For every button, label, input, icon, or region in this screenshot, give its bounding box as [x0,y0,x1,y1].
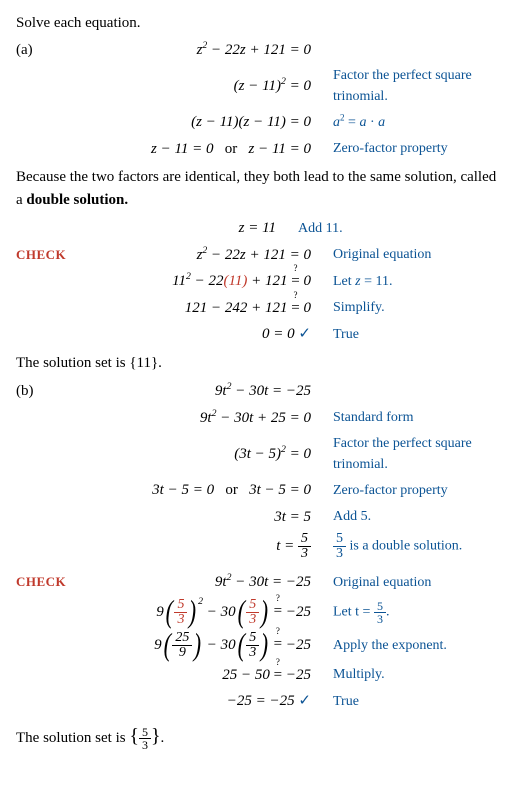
check-b-2: 9(53)2 − 30(53) = −25 [76,598,311,627]
check-b-4: 25 − 50 = −25 [76,664,311,687]
ann-b-3: Factor the perfect square trinomial. [311,433,503,475]
eq-b-3: (3t − 5)2 = 0 [76,443,311,466]
ann-b-2: Standard form [311,407,413,428]
eq-b-2: 9t2 − 30t + 25 = 0 [76,407,311,430]
check-a-2-ann: Let z = 11. [311,271,393,292]
check-a-label: CHECK [16,247,66,262]
check-b-4-ann: Multiply. [311,664,385,685]
eq-b-5: 3t = 5 [76,506,311,529]
ann-a-3: a2 = a · a [311,112,385,133]
check-b-5: −25 = −25 ✓ [76,690,311,713]
part-a-label: (a) [16,39,76,62]
eq-a-2: (z − 11)2 = 0 [76,75,311,98]
check-b-3-ann: Apply the exponent. [311,635,447,656]
ann-b-5: Add 5. [311,506,371,527]
ann-a-z11: Add 11. [276,218,343,239]
eq-a-3: (z − 11)(z − 11) = 0 [76,111,311,134]
eq-a-1: z2 − 22z + 121 = 0 [76,39,311,62]
intro-text: Solve each equation. [16,12,503,35]
check-b-label: CHECK [16,574,66,589]
eq-b-4: 3t − 5 = 0 or 3t − 5 = 0 [76,479,311,502]
check-a-3-ann: Simplify. [311,297,385,318]
check-a-2: 112 − 22(11) + 121 = 0 [76,270,311,293]
check-a-3: 121 − 242 + 121 = 0 [76,297,311,320]
ann-a-4: Zero-factor property [311,138,448,159]
eq-a-4: z − 11 = 0 or z − 11 = 0 [76,138,311,161]
check-b-1-ann: Original equation [311,572,431,593]
conclusion-a: The solution set is {11}. [16,352,503,375]
ann-b-6: 53 is a double solution. [311,532,462,561]
eq-b-1: 9t2 − 30t = −25 [76,380,311,403]
check-b-1: 9t2 − 30t = −25 [76,571,311,594]
check-a-4: 0 = 0 ✓ [76,323,311,346]
narrative-a: Because the two factors are identical, t… [16,166,503,211]
eq-a-z11: z = 11 [76,217,276,240]
check-a-1-ann: Original equation [311,244,431,265]
conclusion-b: The solution set is {53}. [16,721,503,751]
check-b-5-ann: True [311,691,359,712]
check-a-4-ann: True [311,324,359,345]
check-a-1: z2 − 22z + 121 = 0 [76,244,311,267]
part-b-label: (b) [16,380,76,403]
check-b-2-ann: Let t = 53. [311,600,389,625]
eq-b-6: t = 53 [76,532,311,561]
ann-a-2: Factor the perfect square trinomial. [311,65,503,107]
ann-b-4: Zero-factor property [311,480,448,501]
